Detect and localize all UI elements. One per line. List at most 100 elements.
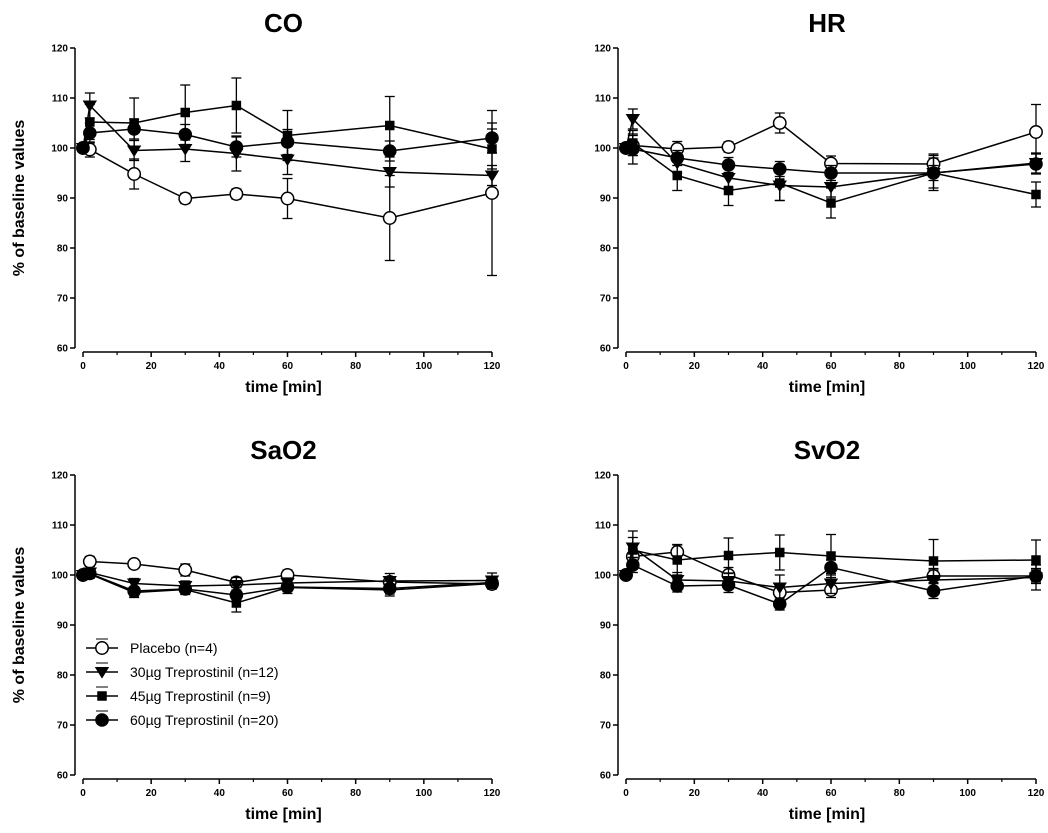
data-point bbox=[721, 158, 736, 172]
series-line bbox=[625, 546, 1037, 589]
legend-marker bbox=[95, 641, 109, 655]
chart-title: SvO2 bbox=[794, 435, 861, 465]
data-point bbox=[127, 167, 142, 181]
x-tick-label: 80 bbox=[350, 788, 362, 799]
x-tick-label: 80 bbox=[894, 361, 906, 372]
series-line bbox=[625, 549, 1037, 576]
data-point bbox=[229, 588, 244, 602]
x-tick-label: 40 bbox=[757, 788, 769, 799]
data-point bbox=[670, 579, 685, 593]
data-point bbox=[83, 126, 97, 140]
data-point bbox=[382, 144, 397, 158]
y-tick-label: 100 bbox=[594, 571, 611, 582]
y-tick-label: 60 bbox=[600, 771, 612, 782]
data-point bbox=[127, 557, 142, 571]
y-tick-label: 80 bbox=[600, 244, 612, 255]
series-line bbox=[625, 122, 1037, 165]
y-tick-label: 110 bbox=[52, 94, 69, 105]
series-line bbox=[82, 572, 493, 596]
legend-item: Placebo (n=4) bbox=[86, 638, 218, 656]
data-point bbox=[178, 582, 193, 596]
x-tick-label: 100 bbox=[415, 361, 432, 372]
y-axis-label: % of baseline values bbox=[11, 120, 28, 277]
series-filled-circle bbox=[76, 566, 499, 602]
chart-panel-hr: HR 60 70 80 90 100 110 120 0 20 40 60 80 100 120 time [… bbox=[594, 8, 1044, 396]
data-point bbox=[85, 117, 95, 127]
data-point bbox=[229, 187, 244, 201]
data-point bbox=[82, 554, 97, 569]
y-tick-label: 90 bbox=[57, 194, 69, 205]
x-tick-label: 20 bbox=[146, 788, 158, 799]
data-point bbox=[772, 582, 787, 595]
data-point bbox=[178, 191, 193, 206]
x-axis-label: time [min] bbox=[789, 806, 865, 823]
data-point bbox=[385, 120, 395, 131]
data-point bbox=[178, 144, 193, 156]
legend-label: 30µg Treprostinil (n=12) bbox=[130, 664, 279, 680]
x-tick-label: 100 bbox=[959, 361, 976, 372]
chart-title: SaO2 bbox=[250, 435, 317, 465]
x-tick-label: 120 bbox=[1028, 788, 1045, 799]
series-line bbox=[82, 571, 493, 587]
x-tick-label: 60 bbox=[282, 361, 294, 372]
data-point bbox=[231, 100, 242, 111]
data-point bbox=[723, 185, 734, 196]
y-tick-label: 80 bbox=[57, 244, 69, 255]
data-point bbox=[484, 170, 500, 183]
data-point bbox=[382, 211, 397, 225]
y-tick-label: 120 bbox=[51, 44, 68, 55]
legend: Placebo (n=4) 30µg Treprostinil (n=12) 45µ… bbox=[86, 638, 279, 728]
series-filled-circle bbox=[76, 118, 499, 162]
x-tick-label: 120 bbox=[484, 788, 501, 799]
x-tick-label: 0 bbox=[623, 361, 629, 372]
y-tick-label: 110 bbox=[52, 521, 69, 532]
y-tick-label: 120 bbox=[594, 471, 611, 482]
legend-marker bbox=[94, 667, 110, 679]
y-tick-label: 70 bbox=[57, 294, 69, 305]
data-point bbox=[721, 578, 736, 592]
data-point bbox=[672, 170, 682, 181]
data-point bbox=[772, 162, 787, 176]
data-point bbox=[1031, 555, 1041, 565]
y-tick-label: 100 bbox=[51, 144, 68, 155]
x-tick-label: 20 bbox=[689, 788, 701, 799]
data-point bbox=[672, 555, 682, 565]
data-point bbox=[485, 186, 499, 200]
data-point bbox=[826, 551, 836, 561]
x-axis-label: time [min] bbox=[789, 379, 865, 396]
legend-marker bbox=[95, 713, 109, 727]
y-tick-label: 120 bbox=[594, 44, 611, 55]
chart-title: CO bbox=[264, 8, 303, 38]
x-axis-label: time [min] bbox=[245, 806, 321, 823]
data-point bbox=[628, 545, 638, 555]
data-point bbox=[231, 598, 242, 608]
x-tick-label: 40 bbox=[214, 788, 226, 799]
x-tick-label: 120 bbox=[484, 361, 501, 372]
legend-label: 60µg Treprostinil (n=20) bbox=[130, 712, 279, 728]
y-tick-label: 110 bbox=[595, 521, 612, 532]
data-point bbox=[826, 198, 836, 208]
chart-title: HR bbox=[808, 8, 846, 38]
legend-item: 45µg Treprostinil (n=9) bbox=[86, 686, 271, 704]
y-tick-label: 70 bbox=[600, 294, 612, 305]
data-point bbox=[382, 167, 397, 179]
data-point bbox=[723, 550, 734, 561]
data-point bbox=[626, 558, 640, 572]
series-line bbox=[82, 103, 493, 177]
data-point bbox=[824, 560, 838, 575]
data-point bbox=[721, 140, 736, 154]
x-tick-label: 20 bbox=[146, 361, 158, 372]
data-point bbox=[180, 107, 190, 118]
data-point bbox=[178, 563, 193, 577]
data-point bbox=[382, 581, 397, 596]
x-tick-label: 100 bbox=[415, 788, 432, 799]
x-tick-label: 60 bbox=[825, 361, 837, 372]
y-tick-label: 70 bbox=[600, 721, 612, 732]
y-tick-label: 60 bbox=[57, 771, 69, 782]
series-square bbox=[78, 77, 497, 170]
data-point bbox=[229, 580, 244, 592]
series-line bbox=[625, 564, 1037, 605]
series-line bbox=[82, 128, 493, 152]
x-axis-label: time [min] bbox=[245, 379, 321, 396]
x-tick-label: 0 bbox=[623, 788, 629, 799]
